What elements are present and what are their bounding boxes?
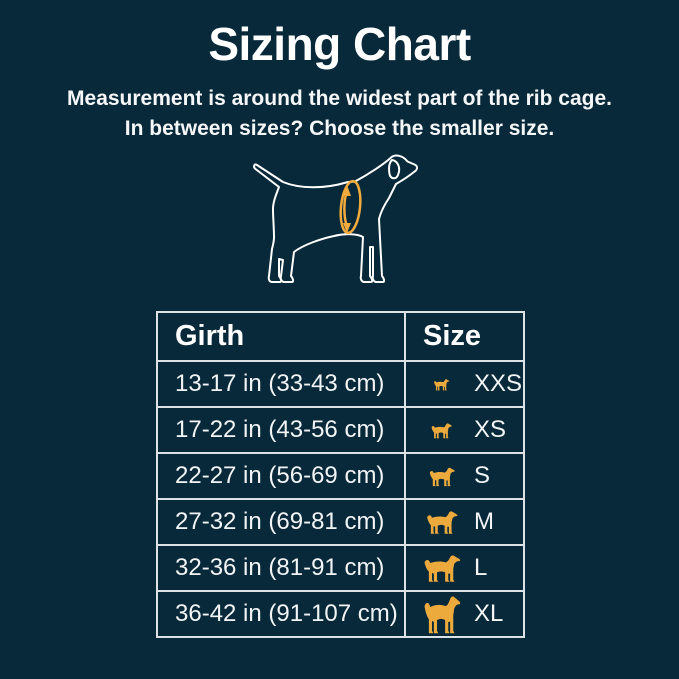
size-label: M	[474, 508, 494, 535]
size-label: XXS	[474, 370, 523, 397]
table-header-row: Girth Size	[156, 311, 525, 362]
dog-m-icon	[425, 509, 459, 535]
dog-girth-illustration	[250, 153, 422, 291]
girth-value: 13-17 in (33-43 cm)	[156, 360, 406, 408]
size-column-header: Size	[404, 311, 525, 362]
page-title: Sizing Chart	[208, 18, 471, 70]
dog-outline-drawing	[253, 154, 419, 283]
girth-value: 36-42 in (91-107 cm)	[156, 590, 406, 638]
dog-ear	[388, 159, 401, 180]
size-cell: XXS	[406, 363, 523, 405]
dog-outline	[253, 154, 419, 283]
size-cell: S	[406, 455, 522, 497]
size-cell: XL	[406, 592, 522, 636]
table-row-xxs: 13-17 in (33-43 cm) XXS	[156, 360, 525, 408]
table-row-l: 32-36 in (81-91 cm) L	[156, 544, 525, 592]
table-row-xl: 36-42 in (91-107 cm) XL	[156, 590, 525, 638]
size-label: L	[474, 554, 488, 581]
size-cell: M	[406, 501, 522, 543]
dog-xl-icon	[422, 593, 462, 635]
size-cell: L	[406, 547, 522, 590]
girth-value: 27-32 in (69-81 cm)	[156, 498, 406, 546]
table-row-xs: 17-22 in (43-56 cm) XS	[156, 406, 525, 454]
girth-value: 17-22 in (43-56 cm)	[156, 406, 406, 454]
subtitle-line-2: In between sizes? Choose the smaller siz…	[124, 117, 555, 140]
sizing-table: Girth Size 13-17 in (33-43 cm) XXS 17-22…	[156, 311, 525, 638]
girth-column-header: Girth	[156, 311, 406, 362]
subtitle-line-1: Measurement is around the widest part of…	[67, 87, 612, 110]
size-label: XL	[474, 600, 504, 627]
subtitle: Measurement is around the widest part of…	[0, 84, 679, 144]
dog-l-icon	[422, 553, 462, 583]
girth-value: 22-27 in (56-69 cm)	[156, 452, 406, 500]
arrowhead-down	[343, 223, 351, 233]
dog-xs-icon	[430, 422, 453, 439]
table-row-s: 22-27 in (56-69 cm) S	[156, 452, 525, 500]
table-row-m: 27-32 in (69-81 cm) M	[156, 498, 525, 546]
size-label: XS	[474, 416, 507, 443]
size-label: S	[474, 462, 491, 489]
dog-xxs-icon	[433, 378, 450, 391]
girth-value: 32-36 in (81-91 cm)	[156, 544, 406, 592]
arrowhead-up	[343, 185, 351, 196]
size-cell: XS	[406, 409, 522, 451]
dog-s-icon	[428, 466, 456, 487]
girth-measure-arrow	[339, 179, 362, 235]
